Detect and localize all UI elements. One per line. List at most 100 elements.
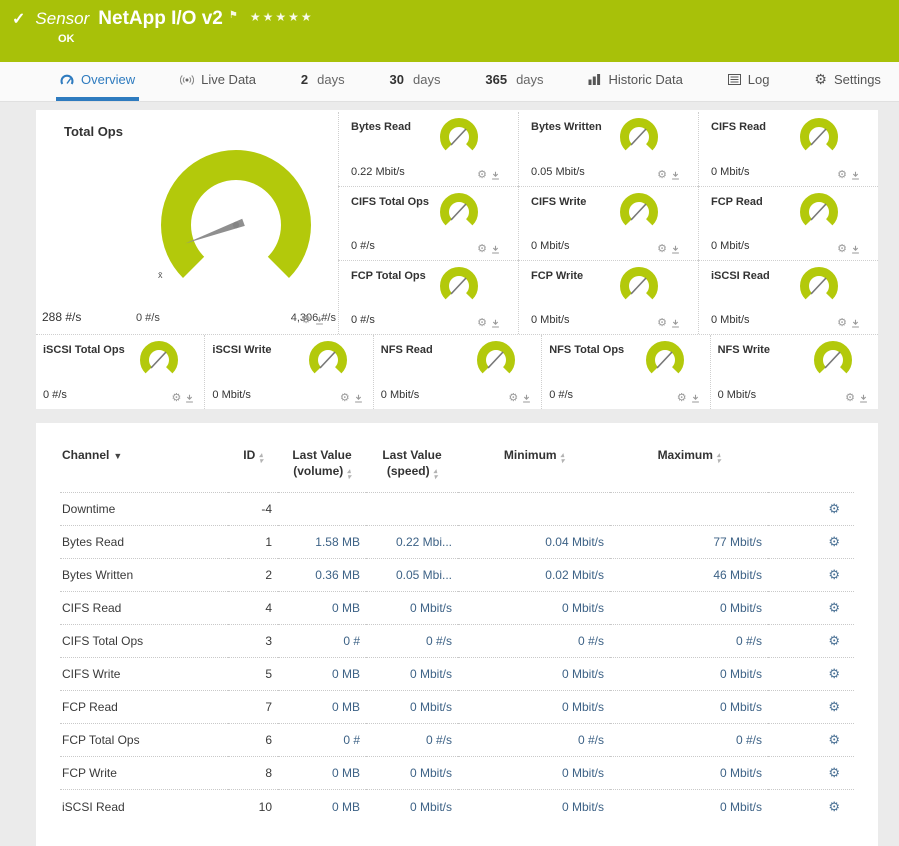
tab-settings[interactable]: ⚙ Settings xyxy=(810,62,885,101)
download-icon[interactable] xyxy=(671,319,680,328)
download-icon[interactable] xyxy=(851,171,860,180)
download-icon[interactable] xyxy=(315,316,324,325)
gauge-dial xyxy=(796,117,842,157)
tab-365-days[interactable]: 365 days xyxy=(481,62,547,101)
gauge-actions: ⚙ xyxy=(657,318,680,329)
gauge-settings-icon[interactable]: ⚙ xyxy=(837,170,847,181)
gauge-actions: ⚙ xyxy=(657,170,680,181)
tab-30-days[interactable]: 30 days xyxy=(386,62,445,101)
tab-log[interactable]: Log xyxy=(724,62,774,101)
channel-id: 1 xyxy=(228,526,278,559)
tab-historic-data[interactable]: Historic Data xyxy=(584,62,686,101)
channel-settings-icon[interactable]: ⚙ xyxy=(828,534,840,549)
channel-settings-icon[interactable]: ⚙ xyxy=(828,501,840,516)
download-icon[interactable] xyxy=(354,394,363,403)
table-row: CIFS Read 4 0 MB 0 Mbit/s 0 Mbit/s 0 Mbi… xyxy=(60,592,854,625)
gauge-settings-icon[interactable]: ⚙ xyxy=(301,315,311,326)
maximum-value: 46 Mbit/s xyxy=(610,559,768,592)
download-icon[interactable] xyxy=(859,394,868,403)
column-header-minimum[interactable]: Minimum▴▾ xyxy=(458,433,610,493)
gauge-label: iSCSI Write xyxy=(212,344,271,356)
column-header-last-value-speed[interactable]: Last Value (speed)▴▾ xyxy=(366,433,458,493)
channel-settings-icon[interactable]: ⚙ xyxy=(828,765,840,780)
sort-icon: ▴▾ xyxy=(347,469,351,480)
gauge-settings-icon[interactable]: ⚙ xyxy=(477,318,487,329)
gauge-actions: ⚙ xyxy=(508,393,531,404)
download-icon[interactable] xyxy=(671,171,680,180)
gauge-settings-icon[interactable]: ⚙ xyxy=(657,318,667,329)
gauge-label: CIFS Read xyxy=(711,121,766,133)
sort-icon: ▴▾ xyxy=(717,453,721,464)
download-icon[interactable] xyxy=(522,394,531,403)
overview-gauge-icon xyxy=(60,74,74,86)
gauge-value: 0 #/s xyxy=(43,389,67,401)
column-label: Channel xyxy=(62,448,109,462)
settings-gear-icon: ⚙ xyxy=(814,71,827,88)
gauge-dial xyxy=(473,340,519,380)
column-header-id[interactable]: ID▴▾ xyxy=(228,433,278,493)
gauge-settings-icon[interactable]: ⚙ xyxy=(837,318,847,329)
log-list-icon xyxy=(728,74,741,85)
channel-settings-icon[interactable]: ⚙ xyxy=(828,699,840,714)
channel-settings-icon[interactable]: ⚙ xyxy=(828,567,840,582)
gauge-settings-icon[interactable]: ⚙ xyxy=(677,393,687,404)
channel-settings-icon[interactable]: ⚙ xyxy=(828,600,840,615)
table-row: Downtime -4 ⚙ xyxy=(60,493,854,526)
download-icon[interactable] xyxy=(491,319,500,328)
column-header-maximum[interactable]: Maximum▴▾ xyxy=(610,433,768,493)
channel-name: FCP Total Ops xyxy=(60,724,228,757)
sort-desc-icon: ▼ xyxy=(113,451,122,461)
channel-settings-icon[interactable]: ⚙ xyxy=(828,799,840,814)
gauge-value: 0 Mbit/s xyxy=(711,240,750,252)
bar-chart-icon xyxy=(588,74,601,85)
gauge-tile: CIFS Read 0 Mbit/s ⚙ xyxy=(698,112,878,186)
gauge-value: 0 Mbit/s xyxy=(531,314,570,326)
last-value-volume: 0 MB xyxy=(278,691,366,724)
gauge-label: CIFS Write xyxy=(531,196,586,208)
gauge-tile: NFS Write 0 Mbit/s ⚙ xyxy=(710,335,878,409)
sensor-title: NetApp I/O v2 xyxy=(98,8,223,30)
tab-live-data[interactable]: Live Data xyxy=(176,62,260,101)
maximum-value: 77 Mbit/s xyxy=(610,526,768,559)
gauge-label: NFS Read xyxy=(381,344,433,356)
gauge-value: 0 Mbit/s xyxy=(711,166,750,178)
last-value-speed xyxy=(366,493,458,526)
minimum-value: 0 #/s xyxy=(458,625,610,658)
gauge-settings-icon[interactable]: ⚙ xyxy=(477,244,487,255)
channel-settings-icon[interactable]: ⚙ xyxy=(828,666,840,681)
channel-id: -4 xyxy=(228,493,278,526)
download-icon[interactable] xyxy=(185,394,194,403)
column-header-actions xyxy=(768,433,854,493)
gauge-tile: CIFS Write 0 Mbit/s ⚙ xyxy=(518,186,698,260)
minimum-value: 0 Mbit/s xyxy=(458,592,610,625)
download-icon[interactable] xyxy=(851,245,860,254)
sort-icon: ▴▾ xyxy=(259,453,263,464)
tab-unit: days xyxy=(516,72,543,87)
download-icon[interactable] xyxy=(491,245,500,254)
gauge-settings-icon[interactable]: ⚙ xyxy=(837,244,847,255)
column-header-last-value-volume[interactable]: Last Value (volume)▴▾ xyxy=(278,433,366,493)
download-icon[interactable] xyxy=(671,245,680,254)
last-value-volume: 0 MB xyxy=(278,790,366,823)
column-header-channel[interactable]: Channel ▼ xyxy=(60,433,228,493)
flag-icon[interactable]: ⚑ xyxy=(229,10,238,21)
tab-overview[interactable]: Overview xyxy=(56,62,139,101)
gauge-tile: iSCSI Write 0 Mbit/s ⚙ xyxy=(204,335,372,409)
gauge-settings-icon[interactable]: ⚙ xyxy=(657,244,667,255)
gauge-settings-icon[interactable]: ⚙ xyxy=(477,170,487,181)
sensor-kind-label: Sensor xyxy=(35,9,89,29)
gauge-settings-icon[interactable]: ⚙ xyxy=(508,393,518,404)
download-icon[interactable] xyxy=(491,171,500,180)
gauge-settings-icon[interactable]: ⚙ xyxy=(172,393,182,404)
column-label: Last Value (volume) xyxy=(292,448,351,478)
channel-settings-icon[interactable]: ⚙ xyxy=(828,732,840,747)
gauge-settings-icon[interactable]: ⚙ xyxy=(845,393,855,404)
channel-settings-icon[interactable]: ⚙ xyxy=(828,633,840,648)
gauge-settings-icon[interactable]: ⚙ xyxy=(657,170,667,181)
priority-stars[interactable]: ★★★★★ xyxy=(250,10,314,24)
maximum-value: 0 #/s xyxy=(610,724,768,757)
download-icon[interactable] xyxy=(851,319,860,328)
tab-2-days[interactable]: 2 days xyxy=(297,62,349,101)
gauge-settings-icon[interactable]: ⚙ xyxy=(340,393,350,404)
download-icon[interactable] xyxy=(691,394,700,403)
